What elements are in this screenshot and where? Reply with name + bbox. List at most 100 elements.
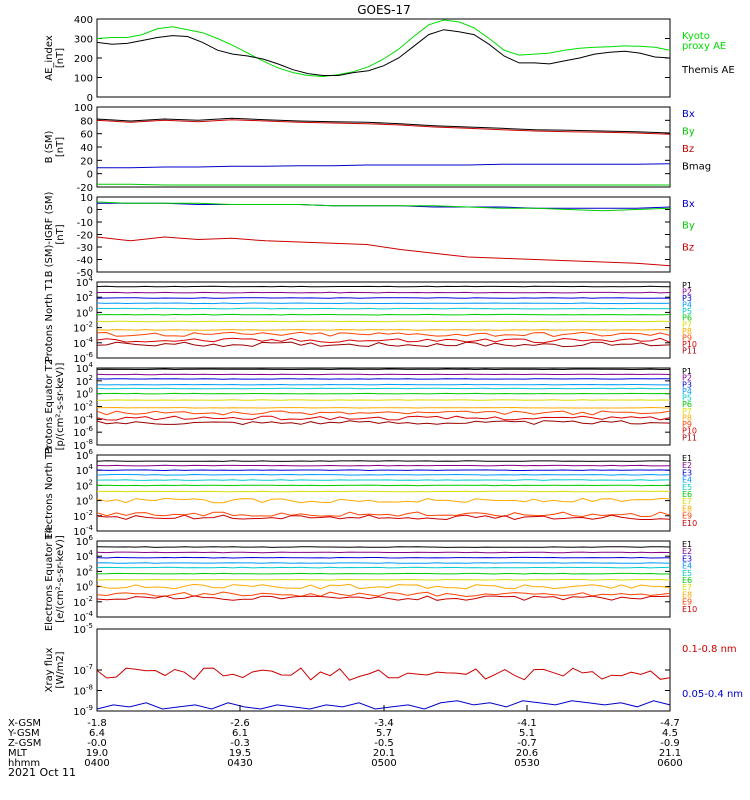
panel-frame (96, 540, 671, 618)
y-axis-label: [nT] (55, 224, 66, 244)
series-line-p9 (96, 331, 671, 338)
legend-entry: P1 (682, 281, 692, 290)
legend-entry: P2 (682, 374, 692, 383)
legend-entry: P3 (682, 380, 692, 389)
legend-entry: Bz (682, 242, 694, 253)
series-line-p7 (96, 399, 671, 401)
y-tick-label: 0 (87, 170, 93, 181)
legend-entry: 0.05-0.4 nm (682, 689, 743, 700)
legend-entry: P6 (682, 400, 692, 409)
x-row-value: -0.9 (660, 738, 680, 749)
series-line-bz (96, 236, 671, 267)
series-line-p3 (96, 378, 671, 380)
y-tick-label: 104 (76, 275, 94, 289)
x-row-value: 0400 (84, 758, 109, 769)
legend-entry: P5 (682, 394, 692, 403)
series-line-e4 (96, 473, 671, 476)
x-row-value: -0.3 (230, 738, 250, 749)
series-line-e9 (96, 591, 671, 598)
panel-7: Electrons Equator T4 [e/(cm²-s-sr-keV)] 10… (44, 527, 697, 631)
y-tick-label: 60 (80, 130, 93, 141)
legend-entry: P9 (682, 420, 692, 429)
y-tick-label: 104 (76, 549, 94, 563)
legend-entry: E4 (682, 562, 692, 571)
x-row-value: -4.7 (660, 718, 680, 729)
legend-entry: P11 (682, 346, 697, 355)
series-line-themis-ae (96, 29, 671, 76)
y-tick-label: 104 (76, 463, 94, 477)
y-tick-label: 80 (80, 116, 93, 127)
series-line-e3 (96, 556, 671, 559)
y-tick-label: 400 (74, 15, 93, 26)
series-line-e2 (96, 464, 671, 467)
panel-3: B (SM)-IGRF (SM) [nT] -50-40 -30-20 -100 10 Bx… (44, 192, 695, 279)
y-axis-label: Electrons Equator T4 (44, 527, 55, 631)
y-axis-label: [e/(cm²-s-sr-keV)] (55, 535, 66, 623)
series-line-p1 (96, 285, 671, 288)
series-line-p4 (96, 383, 670, 386)
y-axis-label: Protons North T1 (44, 278, 55, 362)
legend-entry: E6 (682, 490, 692, 499)
x-row-value: 20.1 (373, 748, 395, 759)
series-line-p10 (96, 337, 671, 344)
x-row-value: 0530 (514, 758, 539, 769)
x-row-value: -0.7 (517, 738, 537, 749)
series-line-p4 (96, 302, 671, 305)
x-row-value: -4.1 (517, 718, 537, 729)
legend-entry: Bz (682, 144, 694, 155)
legend-entry: P7 (682, 407, 692, 416)
panel-5: Protons Equator T2 [p/(cm²-s-sr-keV)] 1041… (44, 359, 697, 455)
x-row-value: 19.0 (86, 748, 108, 759)
series-line-p2 (96, 373, 671, 376)
x-row-value: 0600 (657, 758, 682, 769)
y-tick-label: 100 (74, 74, 93, 85)
legend-entry: 0.1-0.8 nm (682, 644, 737, 655)
y-tick-label: 10-4 (73, 336, 93, 350)
legend-entry: E7 (682, 583, 692, 592)
series-line-e9 (96, 511, 671, 518)
legend-entry: E2 (682, 461, 692, 470)
legend-entry: P7 (682, 320, 692, 329)
legend-entry: proxy AE (682, 41, 726, 52)
y-tick-label: 102 (76, 478, 93, 492)
x-row-label: Z-GSM (8, 738, 41, 749)
series-line-p1 (96, 368, 671, 371)
legend-entry: P5 (682, 307, 692, 316)
legend-entry: P11 (682, 433, 697, 442)
panel-frame (96, 454, 671, 532)
x-row-value: -1.8 (87, 718, 107, 729)
legend-entry: E8 (682, 504, 692, 513)
series-line-e10 (96, 514, 671, 521)
date-label: 2021 Oct 11 (8, 766, 76, 779)
series-line-e6 (96, 572, 671, 575)
series-line-p7 (96, 320, 671, 323)
series-line-e5 (96, 479, 671, 481)
y-axis-label: [nT] (55, 48, 66, 68)
legend-entry: Bx (682, 109, 695, 120)
series-line-e1 (96, 546, 671, 548)
x-row-value: 6.1 (232, 728, 248, 739)
series-line-p2 (97, 291, 671, 294)
series-line-e10 (96, 595, 671, 601)
x-row-label: MLT (8, 748, 28, 759)
x-row-value: 0500 (371, 758, 396, 769)
y-tick-label: 10-9 (73, 704, 93, 718)
y-tick-label: 200 (74, 54, 93, 65)
panel-frame (96, 628, 671, 712)
series-line-e1 (96, 460, 671, 462)
x-row-value: 20.6 (516, 748, 538, 759)
series-line-kyoto-proxy-ae (96, 19, 671, 78)
series-line-e7 (96, 578, 671, 581)
legend-entry: E3 (682, 554, 692, 563)
legend-entry: P3 (682, 294, 692, 303)
panel-frame (96, 18, 671, 98)
panel-4: Protons North T1 10410210010-210-410-6P1P… (44, 275, 697, 365)
legend-entry: P4 (682, 387, 692, 396)
x-row-value: -3.4 (374, 718, 394, 729)
legend-entry: E10 (682, 605, 697, 614)
legend-entry: E4 (682, 476, 692, 485)
panel-frame (96, 106, 671, 188)
y-axis-label: B (SM)-IGRF (SM) (44, 192, 55, 278)
y-tick-label: 10-2 (73, 321, 93, 335)
